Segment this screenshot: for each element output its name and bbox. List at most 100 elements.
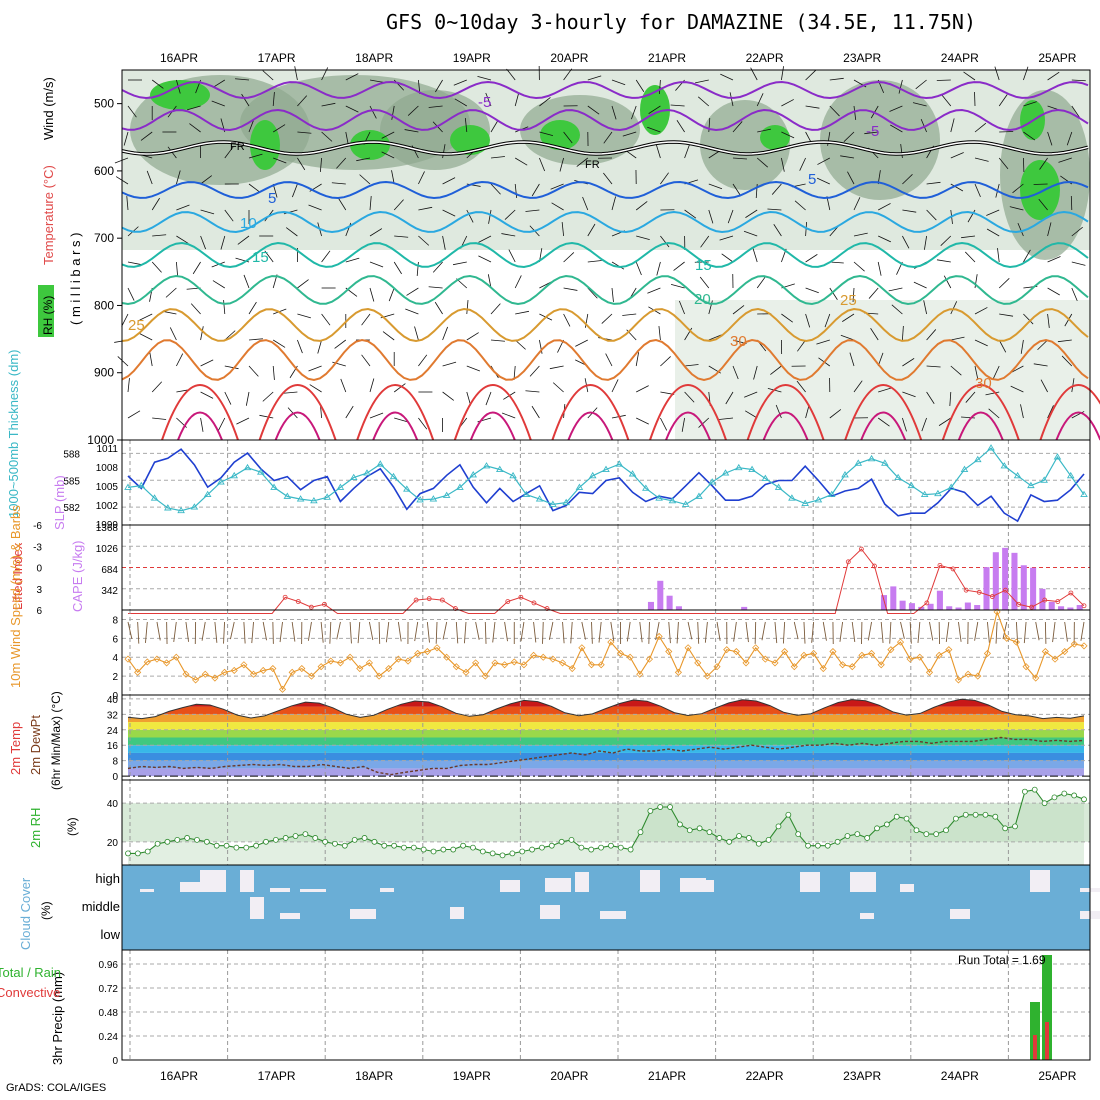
slp-panel-frame bbox=[121, 439, 1091, 526]
surface-wind-barb bbox=[958, 621, 962, 642]
isotherm-10 bbox=[121, 210, 1089, 234]
rh-marker bbox=[972, 811, 979, 818]
rh-marker bbox=[174, 836, 181, 843]
wind-barb bbox=[127, 410, 141, 419]
wind-barb bbox=[200, 175, 213, 185]
surface-wind-barb bbox=[880, 621, 884, 643]
wind-barb bbox=[369, 378, 375, 393]
wind-barb bbox=[974, 365, 979, 380]
wind-barb bbox=[852, 287, 855, 302]
wind-barb bbox=[1047, 222, 1052, 237]
wind-barb bbox=[345, 405, 354, 419]
date-label-top: 19APR bbox=[453, 51, 491, 65]
wind-speed-marker bbox=[317, 663, 325, 671]
wind-barb bbox=[647, 287, 661, 294]
wind-barb bbox=[727, 209, 734, 224]
rh-ylabel: 2m RH bbox=[28, 808, 43, 848]
wind-barb bbox=[418, 417, 428, 430]
temp-tick-label: 16 bbox=[107, 741, 119, 752]
wind-barb bbox=[394, 235, 409, 238]
wind-barb bbox=[297, 131, 312, 134]
wind-barb bbox=[224, 365, 239, 370]
wind-barb bbox=[781, 66, 784, 81]
rh-marker bbox=[814, 842, 821, 849]
wind-barb bbox=[1023, 249, 1031, 263]
rh-marker bbox=[667, 804, 673, 810]
li-tick-label: 3 bbox=[36, 585, 42, 596]
wind-barb bbox=[799, 157, 806, 171]
thickness-marker bbox=[535, 495, 544, 502]
wind-barb bbox=[189, 123, 201, 133]
precip-convective-bar bbox=[1033, 1035, 1037, 1060]
surface-wind-barb bbox=[520, 621, 525, 642]
rh-marker bbox=[430, 848, 437, 855]
wind-barb bbox=[464, 118, 468, 133]
wind-speed-marker bbox=[134, 668, 142, 676]
rh-marker bbox=[775, 823, 782, 830]
wind-barb bbox=[636, 385, 649, 393]
wind-barb bbox=[187, 105, 201, 111]
wind-barb bbox=[549, 365, 564, 370]
surface-wind-barb bbox=[185, 621, 190, 642]
wind-barb bbox=[176, 170, 181, 185]
wind-barb bbox=[369, 228, 383, 237]
precip-tick-label: 0.72 bbox=[99, 984, 119, 995]
surface-wind-barb bbox=[414, 621, 419, 642]
wind-barb bbox=[361, 313, 371, 326]
rh-unit-ylabel: (%) bbox=[65, 817, 79, 836]
wind-barb bbox=[139, 313, 153, 321]
cape-bar bbox=[946, 606, 953, 610]
wind-barb bbox=[1047, 131, 1053, 146]
surface-wind-barb bbox=[230, 621, 235, 640]
rh-marker bbox=[864, 835, 871, 841]
wind-barb bbox=[721, 253, 734, 263]
wind-barb bbox=[631, 105, 637, 120]
wind-barb bbox=[575, 339, 588, 347]
wind-barb bbox=[442, 391, 455, 401]
rh-marker bbox=[706, 829, 713, 836]
wind-barb bbox=[212, 280, 226, 289]
wind-barb bbox=[1071, 226, 1083, 237]
cape-tick-label: 342 bbox=[101, 586, 118, 597]
wind-barb bbox=[391, 170, 395, 185]
cloud-block bbox=[500, 880, 520, 892]
cape-ylabel: CAPE (J/kg) bbox=[70, 540, 85, 612]
wind-speed-marker bbox=[732, 647, 740, 656]
surface-wind-barb bbox=[426, 621, 430, 643]
wind-barb bbox=[504, 209, 516, 220]
rh-marker bbox=[243, 844, 250, 851]
surface-wind-barb bbox=[562, 621, 565, 644]
wind-barb bbox=[338, 197, 347, 211]
wind-speed-marker bbox=[742, 659, 750, 667]
wind-barb bbox=[684, 391, 695, 403]
cape-bar bbox=[675, 606, 682, 610]
series-line-thickness bbox=[127, 447, 1085, 512]
cloud-block bbox=[450, 907, 464, 919]
cloud-block bbox=[680, 878, 706, 892]
rh-saturated-patch bbox=[640, 85, 670, 135]
wind-barb bbox=[490, 119, 499, 133]
lifted-index-marker bbox=[426, 596, 432, 602]
rh-humid-patch bbox=[820, 80, 940, 200]
cloud-block bbox=[950, 909, 970, 919]
rh-marker bbox=[1021, 788, 1028, 795]
cape-bar bbox=[1011, 552, 1018, 610]
wind-tick-label: 6 bbox=[112, 634, 118, 645]
wind-barb bbox=[126, 196, 129, 211]
isotherm-35-arch bbox=[453, 384, 532, 441]
wind-barb bbox=[725, 391, 734, 405]
date-label-bottom: 23APR bbox=[843, 1069, 881, 1083]
rh-marker bbox=[755, 840, 762, 847]
wind-speed-marker bbox=[819, 664, 827, 673]
freezing-level-inner bbox=[121, 141, 1089, 155]
wind-barb bbox=[974, 183, 981, 198]
rh-marker bbox=[844, 833, 851, 839]
thickness-marker bbox=[310, 496, 318, 504]
wind-barb bbox=[340, 378, 347, 393]
wind-barb bbox=[224, 209, 234, 222]
wind-barb bbox=[985, 391, 1000, 396]
wind-barb bbox=[297, 313, 311, 319]
rh-tick-label: 20 bbox=[107, 838, 119, 849]
rh-marker bbox=[696, 825, 703, 832]
wind-barb bbox=[508, 249, 516, 263]
